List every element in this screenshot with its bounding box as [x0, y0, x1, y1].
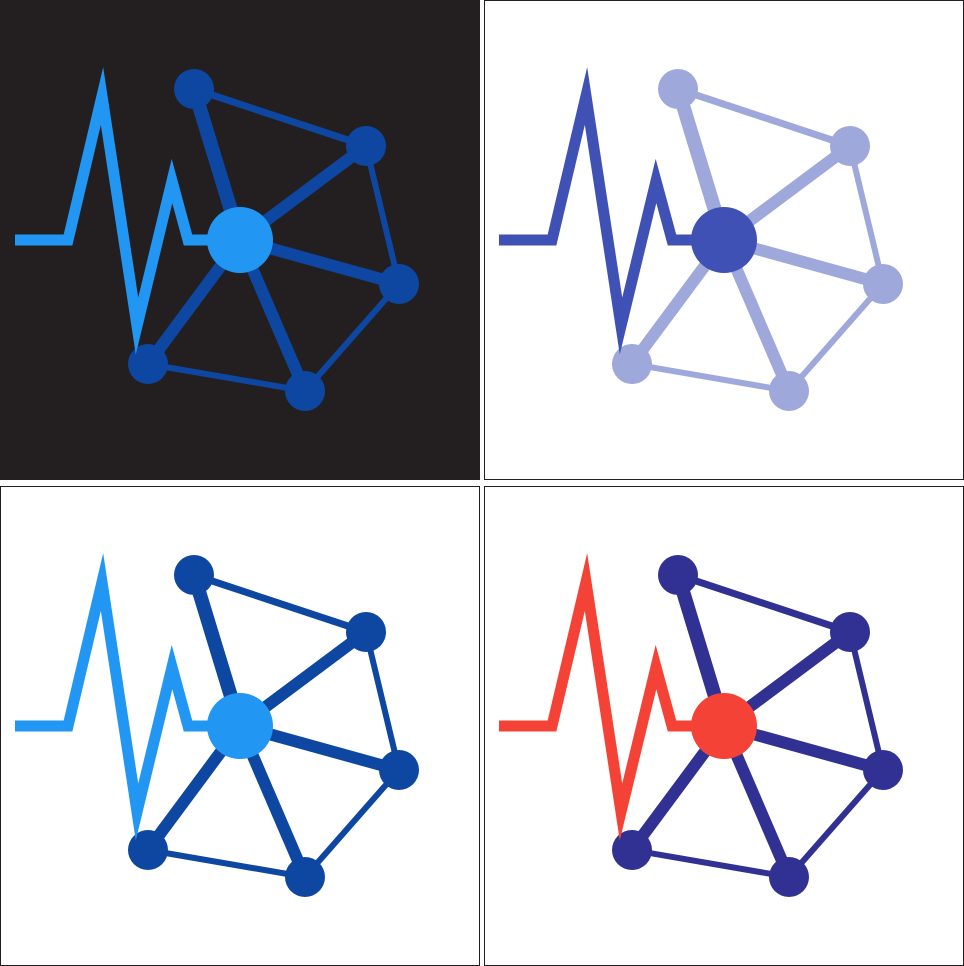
network-edge [190, 571, 370, 636]
network-node [128, 344, 168, 384]
network-node [658, 555, 698, 595]
logo-panel-dark [0, 0, 480, 480]
heartbeat-line-icon [15, 553, 241, 841]
hub-node-icon [207, 207, 273, 273]
network-edge [145, 361, 308, 394]
network-edge [847, 143, 886, 287]
network-edge [786, 767, 886, 880]
network-node [830, 126, 870, 166]
logo-svg [499, 553, 903, 897]
network-node [863, 264, 903, 304]
network-graph-icon [128, 69, 419, 411]
network-graph-icon [612, 555, 903, 897]
logo-panel-white-red-indigo [484, 486, 964, 966]
network-edge [190, 85, 370, 150]
network-node [658, 69, 698, 109]
heartbeat-line-icon [499, 67, 725, 355]
network-edge [363, 629, 402, 773]
network-node [346, 612, 386, 652]
network-node [769, 371, 809, 411]
network-node [612, 344, 652, 384]
network-edge [847, 629, 886, 773]
network-edge [674, 571, 854, 636]
network-node [863, 750, 903, 790]
network-edge [363, 143, 402, 287]
network-node [174, 555, 214, 595]
hub-node-icon [207, 693, 273, 759]
network-node [285, 371, 325, 411]
network-node [379, 750, 419, 790]
network-edge [674, 85, 854, 150]
network-node [346, 126, 386, 166]
network-node [612, 830, 652, 870]
logo-panel-light-indigo [484, 0, 964, 480]
network-node [769, 857, 809, 897]
hub-node-icon [691, 693, 757, 759]
network-node [285, 857, 325, 897]
network-graph-icon [128, 555, 419, 897]
network-edge [302, 767, 402, 880]
logo-svg [15, 67, 419, 411]
network-node [379, 264, 419, 304]
heartbeat-line-icon [15, 67, 241, 355]
logo-svg [15, 553, 419, 897]
hub-node-icon [691, 207, 757, 273]
network-node [174, 69, 214, 109]
heartbeat-line-icon [499, 553, 725, 841]
logo-svg [499, 67, 903, 411]
logo-panel-white-blue [0, 486, 480, 966]
network-edge [629, 361, 792, 394]
network-node [830, 612, 870, 652]
network-node [128, 830, 168, 870]
network-edge [302, 281, 402, 394]
network-edge [145, 847, 308, 880]
network-edge [629, 847, 792, 880]
network-graph-icon [612, 69, 903, 411]
network-edge [786, 281, 886, 394]
